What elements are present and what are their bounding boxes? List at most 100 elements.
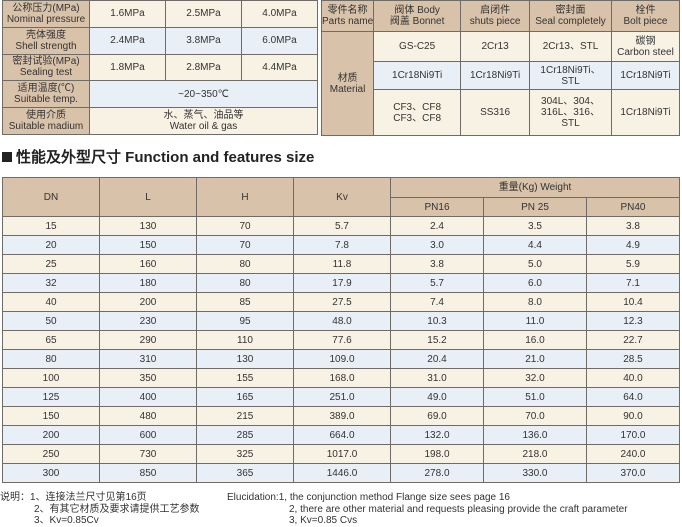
table-cell: 20 <box>2 235 100 255</box>
table-cell: 218.0 <box>483 444 587 464</box>
header-cn: 密封面 <box>555 5 586 16</box>
table-cell: 170.0 <box>585 425 681 445</box>
notes-cn: 说明：1、连接法兰尺寸见第16页 2、有其它材质及要求请提供工艺参数 3、Kv=0.… <box>0 492 200 526</box>
table-cell: 325 <box>196 444 294 464</box>
table-cell: 5.7 <box>389 273 485 293</box>
table-cell: 70.0 <box>483 406 587 426</box>
column-header: DN <box>2 177 100 217</box>
cell: 1.8MPa <box>89 53 166 82</box>
table-cell: 4.4 <box>483 235 587 255</box>
table-cell: 5.9 <box>585 254 681 274</box>
table-cell: 300 <box>2 463 100 483</box>
header-cn: 启闭件 <box>480 5 511 16</box>
table-row: 32 180 80 17.9 5.7 6.0 7.1 <box>2 273 681 293</box>
table-cell: 70 <box>196 216 294 236</box>
table-cell: 240.0 <box>585 444 681 464</box>
table-cell: 180 <box>99 273 197 293</box>
weight-column-header: PN16 <box>389 197 485 217</box>
table-cell: 8.0 <box>483 292 587 312</box>
table-cell: 290 <box>99 330 197 350</box>
table-cell: 850 <box>99 463 197 483</box>
table-cell: 150 <box>2 406 100 426</box>
material-cell: 1Cr18Ni9Ti <box>610 89 681 136</box>
table-cell: 7.4 <box>389 292 485 312</box>
material-header: 密封面 Seal completely <box>529 0 612 32</box>
medium-value: 水、蒸气、油品等 Water oil & gas <box>89 107 318 135</box>
table-cell: 17.9 <box>293 273 391 293</box>
table-cell: 65 <box>2 330 100 350</box>
table-cell: 7.8 <box>293 235 391 255</box>
table-cell: 69.0 <box>389 406 485 426</box>
table-row: 125 400 165 251.0 49.0 51.0 64.0 <box>2 387 681 407</box>
table-cell: 40.0 <box>585 368 681 388</box>
table-row: 200 600 285 664.0 132.0 136.0 170.0 <box>2 425 681 445</box>
section-title: 性能及外型尺寸 Function and features size <box>2 146 314 167</box>
table-cell: 85 <box>196 292 294 312</box>
label-shell-strength: 壳体强度 Shell strength <box>2 26 90 55</box>
table-cell: 5.7 <box>293 216 391 236</box>
table-cell: 21.0 <box>483 349 587 369</box>
table-cell: 400 <box>99 387 197 407</box>
weight-column-header: PN40 <box>585 197 681 217</box>
material-cell: GS-C25 <box>373 31 462 62</box>
material-cell: 1Cr18Ni9Ti <box>610 61 681 90</box>
table-cell: 11.0 <box>483 311 587 331</box>
table-cell: 389.0 <box>293 406 391 426</box>
table-cell: 6.0 <box>483 273 587 293</box>
notes-en: Elucidation:1, the conjunction method Fl… <box>227 492 628 526</box>
header-en: 阀盖 Bonnet <box>389 16 445 27</box>
table-cell: 2.4 <box>389 216 485 236</box>
cell: 6.0MPa <box>241 26 318 55</box>
table-cell: 3.8 <box>585 216 681 236</box>
table-cell: 49.0 <box>389 387 485 407</box>
table-cell: 40 <box>2 292 100 312</box>
table-cell: 12.3 <box>585 311 681 331</box>
table-cell: 230 <box>99 311 197 331</box>
cell: 3.8MPa <box>165 26 242 55</box>
cell: 2.4MPa <box>89 26 166 55</box>
table-cell: 155 <box>196 368 294 388</box>
table-cell: 20.4 <box>389 349 485 369</box>
table-cell: 80 <box>196 273 294 293</box>
table-cell: 31.0 <box>389 368 485 388</box>
cell: 2.5MPa <box>165 0 242 28</box>
table-cell: 95 <box>196 311 294 331</box>
table-row: 100 350 155 168.0 31.0 32.0 40.0 <box>2 368 681 388</box>
table-cell: 110 <box>196 330 294 350</box>
material-cell: CF3、CF8 CF3、CF8 <box>373 89 462 136</box>
cell: 4.4MPa <box>241 53 318 82</box>
material-cell: 1Cr18Ni9Ti <box>460 61 531 90</box>
material-cell: 1Cr18Ni9Ti、 STL <box>529 61 612 90</box>
table-cell: 310 <box>99 349 197 369</box>
header-cn: 零件名称 <box>327 5 368 16</box>
table-cell: 365 <box>196 463 294 483</box>
cell: 1.6MPa <box>89 0 166 28</box>
table-cell: 730 <box>99 444 197 464</box>
table-cell: 27.5 <box>293 292 391 312</box>
material-cell: 碳钢 Carbon steel <box>610 31 681 62</box>
table-row: 150 480 215 389.0 69.0 70.0 90.0 <box>2 406 681 426</box>
table-cell: 16.0 <box>483 330 587 350</box>
table-cell: 200 <box>2 425 100 445</box>
material-header: 栓件 Bolt piece <box>610 0 681 32</box>
column-header: Kv <box>293 177 391 217</box>
table-cell: 130 <box>99 216 197 236</box>
table-row: 50 230 95 48.0 10.3 11.0 12.3 <box>2 311 681 331</box>
table-row: 15 130 70 5.7 2.4 3.5 3.8 <box>2 216 681 236</box>
header-en: Bolt piece <box>623 16 668 27</box>
material-label: 材质 Material <box>320 31 375 136</box>
table-row: 300 850 365 1446.0 278.0 330.0 370.0 <box>2 463 681 483</box>
table-cell: 350 <box>99 368 197 388</box>
table-cell: 278.0 <box>389 463 485 483</box>
material-header: 零件名称 Parts name <box>320 0 375 32</box>
header-cn: 阀体 Body <box>394 5 440 16</box>
table-cell: 664.0 <box>293 425 391 445</box>
table-cell: 32 <box>2 273 100 293</box>
table-cell: 125 <box>2 387 100 407</box>
table-cell: 48.0 <box>293 311 391 331</box>
table-cell: 25 <box>2 254 100 274</box>
material-cell: 2Cr13 <box>460 31 531 62</box>
column-header: H <box>196 177 294 217</box>
table-cell: 90.0 <box>585 406 681 426</box>
table-cell: 28.5 <box>585 349 681 369</box>
